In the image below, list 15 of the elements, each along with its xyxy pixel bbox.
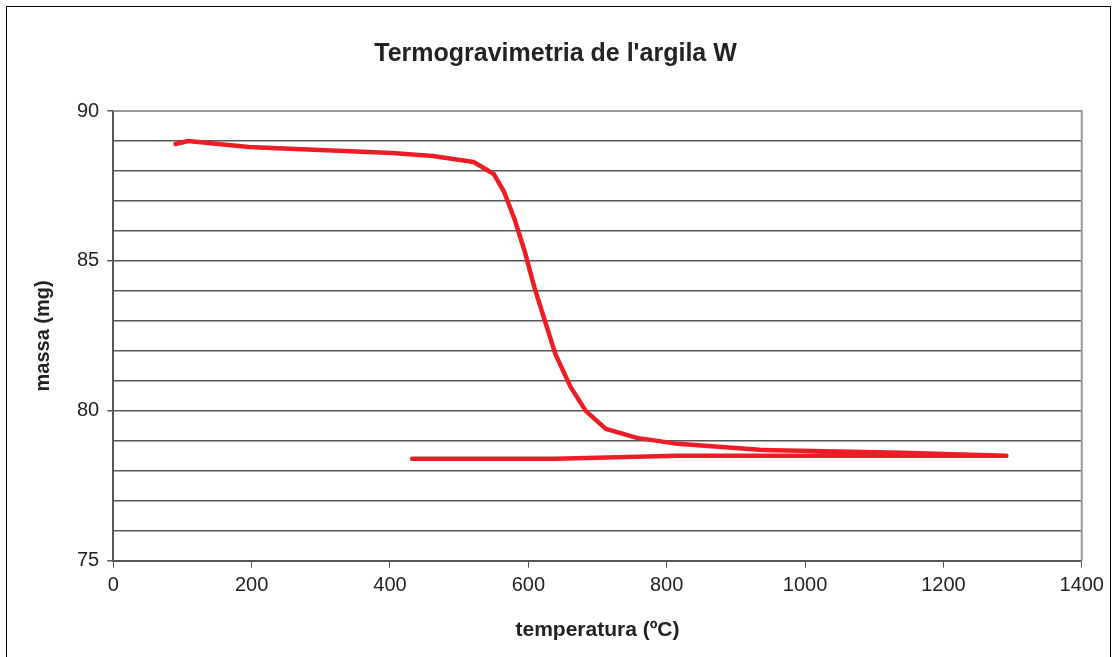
y-tick-label: 75 xyxy=(77,548,100,571)
x-axis-title: temperatura (ºC) xyxy=(515,617,680,641)
x-tick-label: 1400 xyxy=(1059,573,1104,596)
chart-title: Termogravimetria de l'argila W xyxy=(374,37,738,66)
y-tick-label: 85 xyxy=(77,248,100,271)
x-tick-label: 800 xyxy=(649,573,684,596)
y-tick-label: 80 xyxy=(77,398,100,421)
y-axis-title: massa (mg) xyxy=(30,280,53,392)
y-tick-label: 90 xyxy=(77,98,100,121)
x-tick-label: 1200 xyxy=(921,573,966,596)
x-tick-label: 1000 xyxy=(782,573,828,596)
x-tick-label: 600 xyxy=(511,573,546,596)
x-tick-label: 400 xyxy=(373,573,407,596)
x-tick-label: 200 xyxy=(234,573,269,596)
x-tick-label: 0 xyxy=(107,573,119,596)
